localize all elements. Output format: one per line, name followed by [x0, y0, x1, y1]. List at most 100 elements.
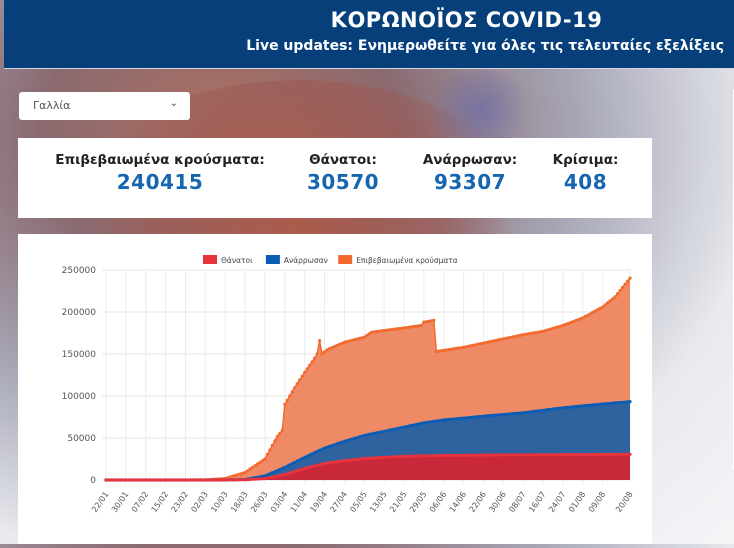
data-point [432, 419, 436, 423]
country-select-value: Γαλλία [33, 99, 71, 112]
data-point [238, 472, 242, 476]
data-point [546, 408, 550, 412]
data-point [541, 329, 545, 333]
data-point [419, 421, 423, 425]
data-point [320, 462, 324, 466]
data-point [290, 462, 294, 466]
data-point [318, 463, 322, 467]
data-point [390, 327, 394, 332]
header-banner: ΚΟΡΩΝΟΪΟΣ COVID-19 Live updates: Ενημερω… [4, 0, 734, 69]
data-point [318, 339, 322, 343]
data-point [370, 330, 374, 334]
data-point [429, 454, 433, 458]
data-point [347, 339, 351, 343]
data-point [419, 454, 423, 458]
data-point [625, 279, 630, 283]
y-tick-label: 150000 [62, 350, 97, 360]
data-point [531, 453, 535, 457]
data-point [395, 427, 399, 431]
data-point [536, 330, 540, 334]
data-point [223, 478, 227, 482]
data-point [526, 410, 530, 414]
data-point [392, 427, 396, 431]
data-point [300, 457, 304, 461]
data-point [305, 454, 309, 458]
data-point [385, 455, 389, 459]
data-point [548, 327, 553, 331]
data-point [330, 346, 334, 350]
data-point [491, 339, 495, 343]
data-point [298, 378, 302, 382]
data-point [544, 453, 548, 457]
data-point [524, 453, 528, 457]
x-tick-label: 16/07 [527, 490, 548, 514]
data-point [417, 454, 421, 458]
data-point [623, 400, 627, 404]
data-point [457, 416, 461, 421]
data-point [534, 331, 538, 335]
data-point [303, 455, 307, 459]
data-point [424, 320, 428, 324]
data-point [395, 455, 399, 459]
data-point [412, 324, 416, 329]
data-point [382, 455, 386, 459]
y-tick-label: 200000 [62, 308, 97, 318]
data-point [616, 452, 620, 456]
x-tick-label: 15/02 [150, 490, 171, 514]
data-point [263, 457, 267, 461]
data-point [171, 478, 175, 482]
x-tick-label: 03/04 [269, 490, 290, 514]
data-point [275, 474, 279, 478]
data-point [449, 453, 453, 457]
data-point [402, 454, 406, 458]
data-point [563, 405, 568, 410]
data-point [283, 465, 287, 469]
data-point [462, 453, 466, 457]
data-point [208, 478, 212, 482]
data-point [298, 468, 302, 472]
data-point [308, 363, 312, 367]
data-point [248, 467, 252, 471]
data-point [561, 453, 565, 457]
data-point [270, 443, 274, 447]
data-point [539, 330, 543, 334]
data-point [387, 428, 391, 432]
data-point [548, 453, 553, 457]
data-point [618, 452, 622, 456]
data-point [414, 454, 418, 458]
data-point [434, 419, 438, 423]
data-point [544, 408, 548, 412]
data-point [506, 453, 510, 457]
data-point [340, 440, 344, 444]
data-point [546, 453, 550, 457]
data-point [402, 425, 406, 429]
data-point [432, 318, 436, 322]
data-point [611, 452, 615, 456]
legend-swatch [203, 255, 217, 264]
data-point [611, 297, 615, 301]
data-point [422, 421, 426, 425]
data-point [136, 478, 140, 482]
data-point [422, 454, 426, 458]
data-point [154, 478, 158, 482]
data-point [616, 292, 620, 296]
data-point [236, 478, 240, 482]
data-point [310, 452, 314, 456]
data-point [315, 352, 319, 356]
data-point [310, 360, 314, 364]
data-point [308, 453, 312, 457]
data-point [462, 345, 466, 349]
country-select[interactable]: Γαλλία ⌄ [19, 92, 190, 120]
data-point [342, 459, 346, 463]
data-point [111, 478, 116, 482]
data-point [265, 473, 269, 477]
data-point [409, 325, 414, 329]
data-point [216, 478, 220, 482]
data-point [315, 449, 319, 454]
data-point [268, 476, 272, 480]
y-tick-label: 50000 [67, 434, 96, 444]
data-point [452, 347, 456, 351]
x-tick-label: 18/03 [229, 490, 250, 514]
data-point [534, 453, 538, 457]
data-point [536, 409, 540, 413]
